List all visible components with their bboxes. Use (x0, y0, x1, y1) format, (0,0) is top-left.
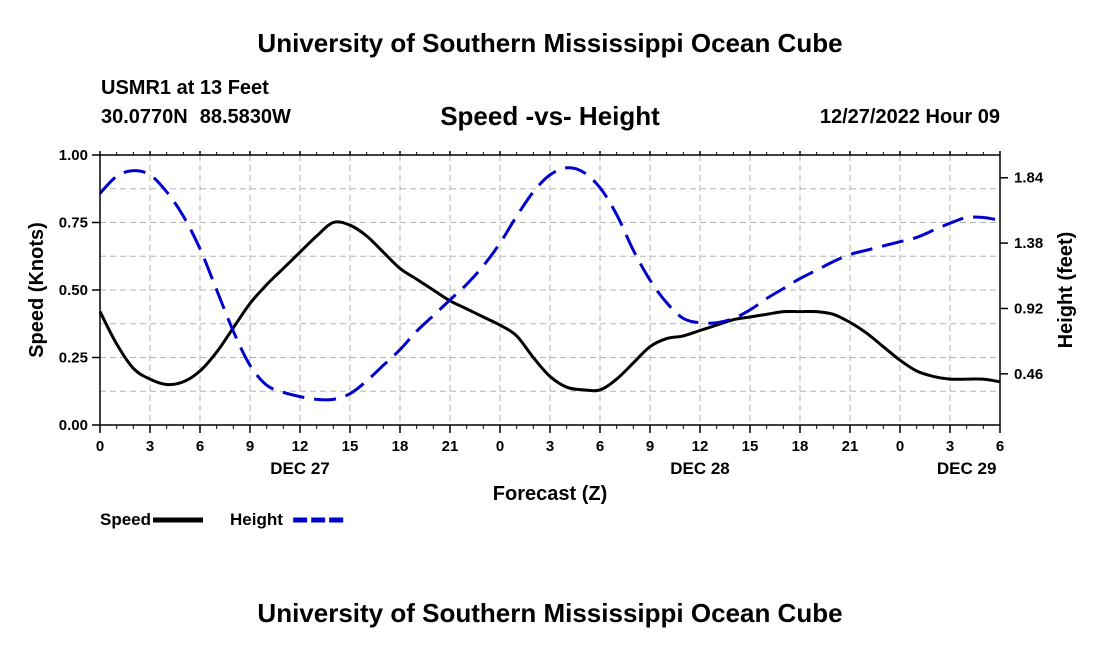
series-layer (98, 166, 1001, 402)
station-coordinates: 30.0770N 88.5830W (101, 106, 303, 129)
chart-subtitle: Speed -vs- Height (440, 101, 660, 131)
legend: Speed Height (100, 510, 344, 529)
date-label: DEC 29 (937, 459, 997, 478)
x-tick-label: 3 (546, 438, 554, 455)
x-tick-label: 9 (246, 438, 254, 455)
series-line-speed (98, 220, 1001, 393)
x-tick-label: 0 (896, 438, 904, 455)
y2-tick-label: 1.84 (1014, 170, 1044, 187)
x-tick-label: 18 (392, 438, 409, 455)
legend-label-speed: Speed (100, 510, 151, 529)
x-tick-label: 9 (646, 438, 654, 455)
y-tick-label: 0.50 (59, 282, 88, 299)
x-tick-label: 3 (946, 438, 954, 455)
x-tick-label: 6 (196, 438, 204, 455)
axis-ticks: 0 3 6 9 12 15 18 21 0 3 6 9 12 15 18 21 0 3 6 DEC 27 DEC 28 D… (59, 147, 1044, 478)
x-tick-label: 15 (742, 438, 759, 455)
x-tick-label: 15 (342, 438, 359, 455)
y-tick-label: 0.25 (59, 350, 88, 367)
y2-tick-label: 1.38 (1014, 235, 1043, 252)
grid-lines (100, 155, 1000, 425)
date-label: DEC 28 (670, 459, 730, 478)
x-tick-label: 0 (496, 438, 504, 455)
longitude: 88.5830W (199, 106, 291, 128)
x-tick-label: 0 (96, 438, 104, 455)
x-tick-label: 6 (996, 438, 1004, 455)
x-tick-label: 6 (596, 438, 604, 455)
y-tick-label: 1.00 (59, 147, 88, 164)
y-axis-label: Speed (Knots) (26, 222, 48, 358)
y2-tick-label: 0.92 (1014, 300, 1043, 317)
y-tick-label: 0.75 (59, 215, 88, 232)
station-label: USMR1 at 13 Feet (101, 77, 269, 99)
x-tick-label: 18 (792, 438, 809, 455)
latitude: 30.0770N (101, 106, 188, 128)
x-tick-label: 12 (292, 438, 309, 455)
date-label: DEC 27 (270, 459, 330, 478)
forecast-datetime: 12/27/2022 Hour 09 (819, 106, 1000, 128)
x-tick-label: 12 (692, 438, 709, 455)
y2-axis-label: Height (feet) (1055, 232, 1077, 349)
x-tick-label: 3 (146, 438, 154, 455)
x-tick-label: 21 (442, 438, 459, 455)
series-line-height (98, 166, 1001, 402)
y2-tick-label: 0.46 (1014, 366, 1043, 383)
chart-title: University of Southern Mississippi Ocean… (257, 28, 843, 58)
x-tick-label: 21 (842, 438, 859, 455)
legend-label-height: Height (230, 510, 283, 529)
x-axis-label: Forecast (Z) (493, 483, 607, 505)
footer-title: University of Southern Mississippi Ocean… (257, 598, 843, 628)
y-tick-label: 0.00 (59, 417, 88, 434)
